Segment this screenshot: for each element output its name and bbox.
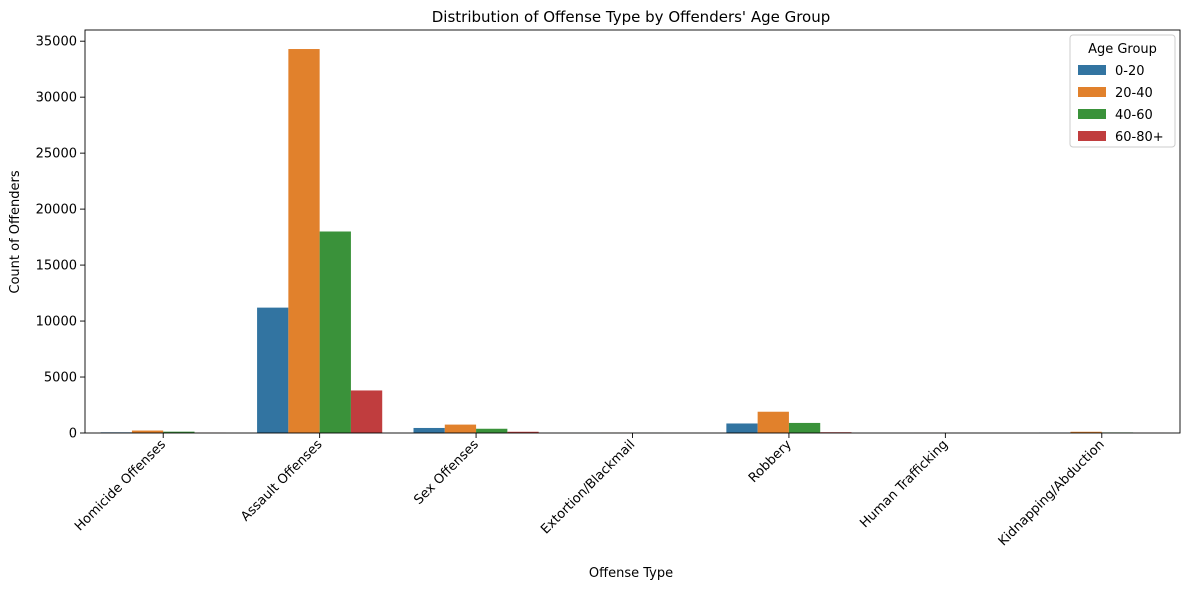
legend-label-60-80+: 60-80+ <box>1115 130 1164 145</box>
bar-20-40-assault-offenses <box>288 49 319 433</box>
y-tick-label: 25000 <box>36 147 77 162</box>
legend-label-20-40: 20-40 <box>1115 86 1153 101</box>
x-tick-label: Extortion/Blackmail <box>538 437 638 537</box>
bar-0-20-robbery <box>726 423 757 433</box>
chart-title: Distribution of Offense Type by Offender… <box>432 8 831 26</box>
x-tick-label: Sex Offenses <box>411 437 482 508</box>
x-tick-label: Human Trafficking <box>857 437 951 531</box>
bar-40-60-assault-offenses <box>320 232 351 434</box>
bar-20-40-sex-offenses <box>445 425 476 433</box>
y-tick-label: 20000 <box>36 203 77 218</box>
y-tick-label: 15000 <box>36 259 77 274</box>
x-axis-title: Offense Type <box>589 566 673 581</box>
x-tick-label: Assault Offenses <box>238 437 325 524</box>
legend-label-0-20: 0-20 <box>1115 64 1145 79</box>
bar-20-40-robbery <box>758 412 789 433</box>
legend-swatch-0-20 <box>1078 65 1106 75</box>
plot-frame <box>85 30 1180 433</box>
bar-40-60-robbery <box>789 423 820 433</box>
y-tick-label: 35000 <box>36 35 77 50</box>
y-tick-label: 30000 <box>36 91 77 106</box>
bar-60-80+-assault-offenses <box>351 390 382 433</box>
y-axis-title: Count of Offenders <box>8 170 23 293</box>
bar-0-20-assault-offenses <box>257 308 288 433</box>
legend: Age Group 0-20 20-40 40-60 60-80+ <box>1070 35 1175 147</box>
legend-swatch-40-60 <box>1078 109 1106 119</box>
legend-swatch-60-80+ <box>1078 131 1106 141</box>
bar-0-20-sex-offenses <box>414 428 445 433</box>
x-tick-label: Kidnapping/Abduction <box>996 437 1108 549</box>
x-tick-label: Robbery <box>746 437 795 486</box>
bar-40-60-sex-offenses <box>476 429 507 433</box>
legend-swatch-20-40 <box>1078 87 1106 97</box>
y-tick-label: 0 <box>69 427 77 442</box>
y-tick-label: 5000 <box>44 371 77 386</box>
x-tick-label: Homicide Offenses <box>72 437 169 534</box>
y-tick-label: 10000 <box>36 315 77 330</box>
plot-area: 0 5000 10000 15000 20000 25000 30000 35000 Homic… <box>36 30 1180 549</box>
legend-title: Age Group <box>1088 42 1157 57</box>
legend-label-40-60: 40-60 <box>1115 108 1153 123</box>
